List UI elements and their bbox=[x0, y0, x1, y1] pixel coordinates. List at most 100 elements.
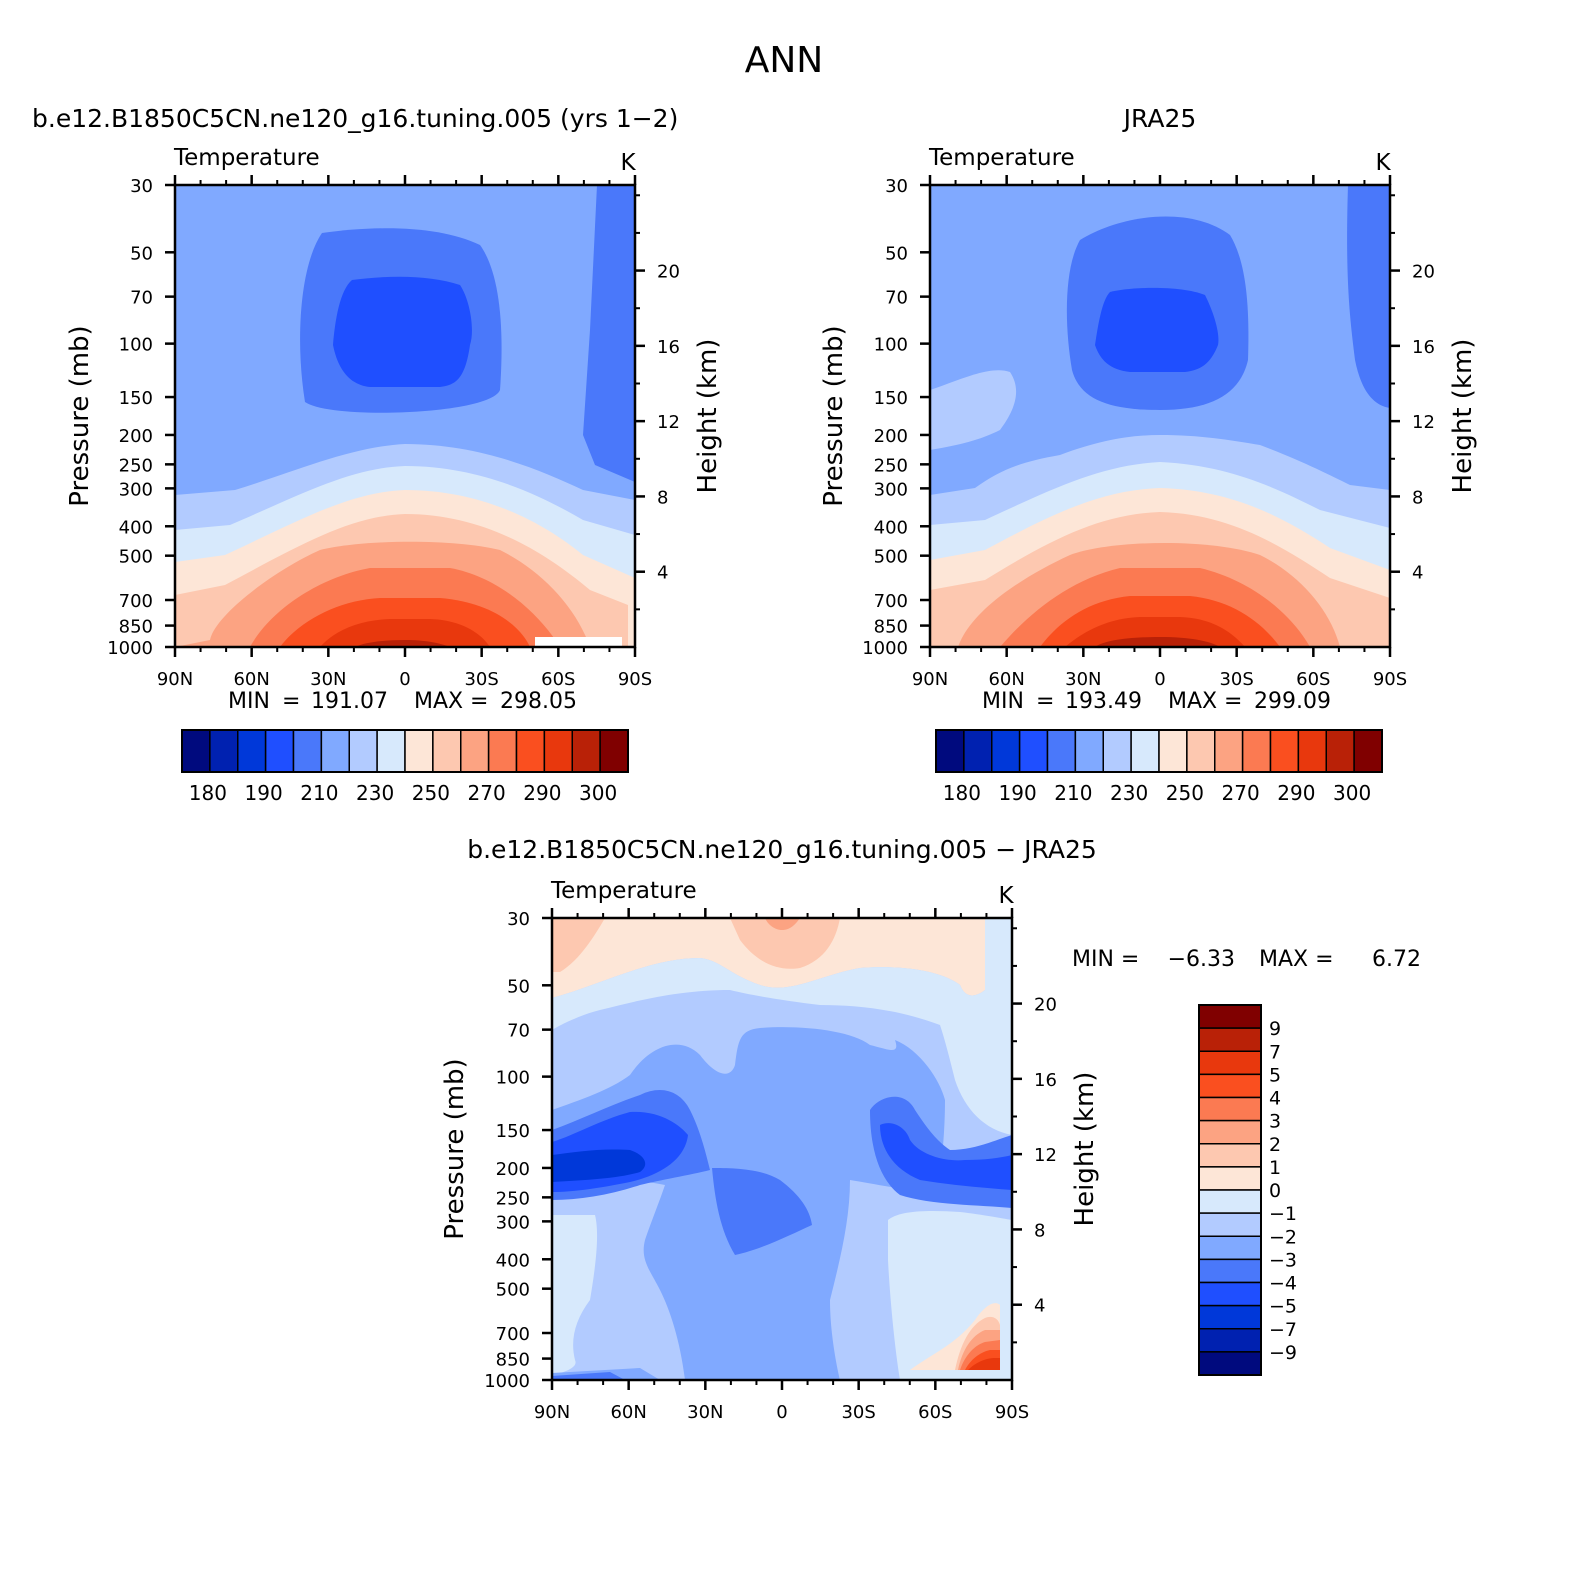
obs-colorbar-label: 250 bbox=[1166, 781, 1204, 805]
obs-colorbar-label: 210 bbox=[1054, 781, 1092, 805]
obs-temperature-field bbox=[930, 185, 1390, 647]
diff-height-tick-label: 16 bbox=[1034, 1070, 1057, 1091]
obs-panel: JRA25 Temperature K 30507010015020025030… bbox=[819, 104, 1478, 805]
model-max-label: MAX bbox=[414, 689, 463, 714]
model-band-300 bbox=[355, 640, 450, 647]
obs-colorbar-swatch bbox=[1102, 729, 1132, 773]
obs-colorbar-label: 270 bbox=[1222, 781, 1260, 805]
model-y-tick-label: 1000 bbox=[107, 638, 153, 659]
obs-height-tick-label: 20 bbox=[1412, 262, 1435, 283]
model-y-tick-label: 30 bbox=[130, 176, 153, 197]
model-colorbar-label: 250 bbox=[412, 781, 450, 805]
obs-y-tick-label: 700 bbox=[874, 591, 908, 612]
diff-colorbar-swatch bbox=[1198, 1004, 1262, 1029]
model-height-tick-label: 8 bbox=[657, 487, 668, 508]
obs-x-tick-label: 30S bbox=[1219, 669, 1253, 690]
diff-colorbar-label: 7 bbox=[1269, 1041, 1281, 1063]
obs-colorbar-swatch bbox=[1241, 729, 1272, 773]
model-min-value: 191.07 bbox=[311, 689, 388, 714]
obs-colorbar-label: 180 bbox=[943, 781, 981, 805]
model-height-label: Height (km) bbox=[693, 339, 723, 494]
diff-colorbar-swatch bbox=[1198, 1189, 1262, 1214]
obs-x-tick-label: 90N bbox=[912, 669, 948, 690]
obs-y-tick-label: 250 bbox=[874, 455, 908, 476]
diff-height-tick-label: 20 bbox=[1034, 995, 1057, 1016]
diff-colorbar-label: −3 bbox=[1269, 1249, 1297, 1271]
obs-colorbar-frame bbox=[935, 729, 1383, 773]
model-colorbar-swatch bbox=[264, 729, 295, 773]
model-colorbar-label: 230 bbox=[356, 781, 394, 805]
diff-temperature-field bbox=[552, 918, 1012, 1380]
model-colorbar-swatch bbox=[181, 729, 211, 773]
model-y-tick-label: 850 bbox=[119, 617, 153, 638]
diff-height-axis: 4 8 12 16 20 bbox=[1012, 927, 1057, 1344]
obs-colorbar-swatch bbox=[1269, 729, 1300, 773]
model-colorbar-swatch bbox=[487, 729, 518, 773]
model-x-tick-label: 30S bbox=[464, 669, 498, 690]
model-colorbar-swatch bbox=[348, 729, 378, 773]
diff-x-tick-label: 0 bbox=[776, 1402, 787, 1423]
obs-colorbar: 180 190 210 230 250 270 290 300 bbox=[935, 729, 1383, 805]
diff-max-label: MAX = bbox=[1259, 947, 1334, 972]
obs-x-tick-label: 90S bbox=[1373, 669, 1407, 690]
diff-colorbar-label: −4 bbox=[1269, 1273, 1297, 1295]
diff-y-tick-label: 700 bbox=[496, 1324, 530, 1345]
obs-colorbar-swatch bbox=[935, 729, 965, 773]
model-colorbar-frame bbox=[181, 729, 629, 773]
obs-max-eq: = bbox=[1224, 689, 1242, 714]
model-missing-data bbox=[535, 637, 622, 647]
diff-y-tick-label: 500 bbox=[496, 1280, 530, 1301]
obs-colorbar-label: 230 bbox=[1110, 781, 1148, 805]
diff-y-tick-label: 150 bbox=[496, 1121, 530, 1142]
obs-colorbar-swatch bbox=[991, 729, 1021, 773]
model-colorbar-swatch bbox=[292, 729, 323, 773]
model-colorbar-label: 180 bbox=[189, 781, 227, 805]
obs-max-value: 299.09 bbox=[1254, 689, 1331, 714]
obs-y-tick-label: 500 bbox=[874, 547, 908, 568]
obs-height-axis: 4 8 12 16 20 bbox=[1390, 194, 1435, 611]
diff-plot-title: Temperature bbox=[550, 878, 697, 904]
obs-y-tick-label: 200 bbox=[874, 426, 908, 447]
obs-colorbar-label: 190 bbox=[999, 781, 1037, 805]
model-colorbar-swatch bbox=[404, 729, 434, 773]
model-colorbar-label: 270 bbox=[468, 781, 506, 805]
model-colorbar-swatch bbox=[237, 729, 267, 773]
diff-y-tick-label: 400 bbox=[496, 1250, 530, 1271]
diff-band-pos-5-to-7-sh bbox=[968, 1358, 1000, 1370]
diff-colorbar-swatch bbox=[1198, 1050, 1262, 1076]
model-height-tick-label: 4 bbox=[657, 563, 668, 584]
diff-colorbar-label: 4 bbox=[1269, 1088, 1281, 1110]
model-stats: MIN = 191.07 MAX = 298.05 bbox=[228, 689, 577, 714]
model-case-label: b.e12.B1850C5CN.ne120_g16.tuning.005 (yr… bbox=[32, 104, 678, 133]
diff-colorbar-label: 9 bbox=[1269, 1018, 1281, 1040]
diff-colorbar-swatch bbox=[1198, 1119, 1262, 1145]
diff-x-tick-label: 60S bbox=[918, 1402, 952, 1423]
model-min-eq: = bbox=[282, 689, 300, 714]
diff-y-tick-label: 50 bbox=[507, 976, 530, 997]
diff-y-tick-label: 1000 bbox=[484, 1371, 530, 1392]
model-colorbar: 180 190 210 230 250 270 290 300 bbox=[181, 729, 629, 805]
model-colorbar-swatch bbox=[543, 729, 573, 773]
obs-colorbar-swatch bbox=[1158, 729, 1188, 773]
obs-min-eq: = bbox=[1036, 689, 1054, 714]
model-x-tick-label: 60N bbox=[233, 669, 269, 690]
obs-colorbar-label: 290 bbox=[1277, 781, 1315, 805]
obs-y-tick-label: 850 bbox=[874, 617, 908, 638]
diff-colorbar-label: 3 bbox=[1269, 1111, 1281, 1133]
obs-y-tick-label: 400 bbox=[874, 517, 908, 538]
diff-colorbar-swatch bbox=[1198, 1328, 1262, 1353]
obs-min-value: 193.49 bbox=[1065, 689, 1142, 714]
diff-colorbar-label: 2 bbox=[1269, 1134, 1281, 1156]
model-y-tick-label: 500 bbox=[119, 547, 153, 568]
model-colorbar-swatch bbox=[599, 729, 629, 773]
obs-x-tick-label: 0 bbox=[1154, 669, 1165, 690]
obs-band-nh-polar-230 bbox=[930, 370, 1017, 450]
model-colorbar-swatch bbox=[460, 729, 490, 773]
model-panel: b.e12.B1850C5CN.ne120_g16.tuning.005 (yr… bbox=[32, 104, 723, 805]
diff-band-neg-3-to-4-mid bbox=[712, 1168, 812, 1255]
model-x-tick-label: 0 bbox=[399, 669, 410, 690]
